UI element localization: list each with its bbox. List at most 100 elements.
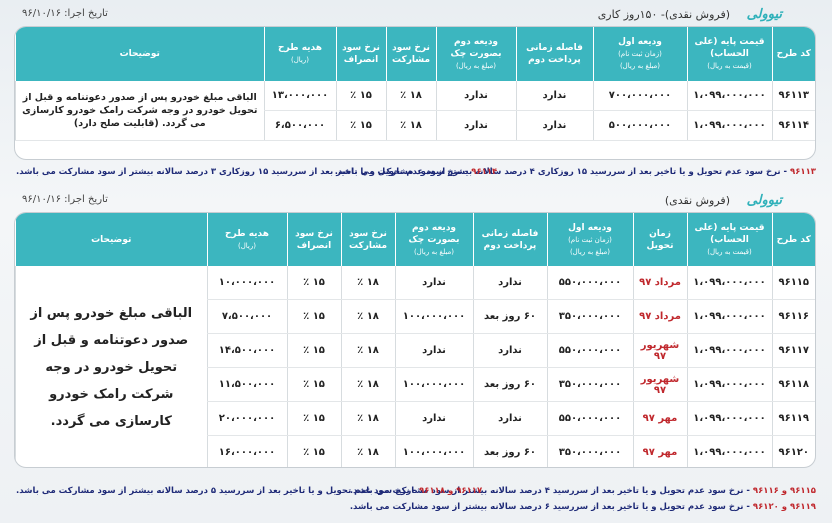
cell-cancellation: ۱۵ ٪ <box>335 81 386 111</box>
cell-participation: ۱۸ ٪ <box>340 266 395 300</box>
cell-base-price: ۱،۰۹۹،۰۰۰،۰۰۰ <box>686 367 772 402</box>
col-code-header: کد طرح <box>771 213 815 266</box>
cell-code: ۹۶۱۱۸ <box>771 367 815 402</box>
cell-second-deposit: ۱۰۰،۰۰۰،۰۰۰ <box>394 367 473 402</box>
cell-delivery: مرداد ۹۷ <box>632 299 687 334</box>
footnote: ۹۶۱۱۳ - نرخ سود عدم تحویل و یا تاخیر بعد… <box>334 167 816 177</box>
table-row: ۹۶۱۱۶ ۱،۰۹۹،۰۰۰،۰۰۰ مرداد ۹۷ ۳۵۰،۰۰۰،۰۰۰… <box>16 299 815 334</box>
cell-participation: ۱۸ ٪ <box>340 435 395 467</box>
execution-date: تاریخ اجرا: ۹۶/۱۰/۱۶ <box>22 8 108 19</box>
cell-code: ۹۶۱۱۹ <box>771 401 815 436</box>
cell-cancellation: ۱۵ ٪ <box>286 435 341 467</box>
cell-interval: ندارد <box>515 81 593 111</box>
cell-participation: ۱۸ ٪ <box>340 367 395 402</box>
col-first-deposit-header: ودیعه اول (زمان ثبت نام) (مبلغ به ریال) <box>592 27 687 81</box>
price-table-panel: کد طرح قیمت پایه (علی الحساب) (قیمت به ری… <box>14 212 816 468</box>
cell-first-deposit: ۳۵۰،۰۰۰،۰۰۰ <box>546 367 633 402</box>
price-table: کد طرح قیمت پایه (علی الحساب) (قیمت به ری… <box>15 213 815 467</box>
cell-description: الباقی مبلغ خودرو پس از صدور دعوتنامه و … <box>15 266 207 467</box>
col-gift-header: هدیه طرح (ریال) <box>263 27 336 81</box>
table-header-row: کد طرح قیمت پایه (علی الحساب) (قیمت به ری… <box>15 27 815 81</box>
cell-code: ۹۶۱۲۰ <box>771 435 815 467</box>
cell-gift: ۱۶،۰۰۰،۰۰۰ <box>206 435 287 467</box>
cell-delivery: شهریور ۹۷ <box>632 367 687 402</box>
price-table: کد طرح قیمت پایه (علی الحساب) (قیمت به ری… <box>15 27 815 141</box>
cell-cancellation: ۱۵ ٪ <box>286 333 341 368</box>
cell-code: ۹۶۱۱۶ <box>771 299 815 334</box>
col-participation-header: نرخ سود مشارکت <box>385 27 436 81</box>
col-base-price-header: قیمت پایه (علی الحساب) (قیمت به ریال) <box>686 213 772 266</box>
table-header-row: کد طرح قیمت پایه (علی الحساب) (قیمت به ری… <box>15 213 815 266</box>
sale-type-label: (فروش نقدی) <box>664 194 730 207</box>
cell-delivery: مهر ۹۷ <box>632 435 687 467</box>
cell-cancellation: ۱۵ ٪ <box>335 110 386 141</box>
section2-header: تیوولی (فروش نقدی) تاریخ اجرا: ۹۶/۱۰/۱۶ <box>14 190 816 212</box>
sale-type-label: (فروش نقدی)- ۱۵۰روز کاری <box>597 8 730 21</box>
col-description-header: توضیحات <box>15 213 207 266</box>
cell-base-price: ۱،۰۹۹،۰۰۰،۰۰۰ <box>686 333 772 368</box>
col-delivery-header: زمان تحویل <box>632 213 687 266</box>
cell-second-deposit: ندارد <box>435 110 516 141</box>
cell-cancellation: ۱۵ ٪ <box>286 401 341 436</box>
cell-interval: ندارد <box>472 401 547 436</box>
cell-base-price: ۱،۰۹۹،۰۰۰،۰۰۰ <box>686 401 772 436</box>
col-description-header: توضیحات <box>15 27 264 81</box>
cell-gift: ۷،۵۰۰،۰۰۰ <box>206 299 287 334</box>
cell-delivery: مهر ۹۷ <box>632 401 687 436</box>
table-row: ۹۶۱۱۵ ۱،۰۹۹،۰۰۰،۰۰۰ مرداد ۹۷ ۵۵۰،۰۰۰،۰۰۰… <box>15 266 815 467</box>
cell-second-deposit: ندارد <box>394 401 473 436</box>
col-second-deposit-header: ودیعه دوم بصورت چک (مبلغ به ریال) <box>435 27 516 81</box>
cell-base-price: ۱،۰۹۹،۰۰۰،۰۰۰ <box>686 110 772 141</box>
cell-second-deposit: ندارد <box>394 333 473 368</box>
section-150-day: تیوولی (فروش نقدی)- ۱۵۰روز کاری تاریخ اج… <box>14 4 816 160</box>
col-interval-header: فاصله زمانی پرداخت دوم <box>515 27 593 81</box>
cell-gift: ۶،۵۰۰،۰۰۰ <box>263 110 336 141</box>
cell-first-deposit: ۵۵۰،۰۰۰،۰۰۰ <box>546 333 633 368</box>
cell-base-price: ۱،۰۹۹،۰۰۰،۰۰۰ <box>686 81 772 111</box>
brand-title: تیوولی <box>746 193 782 208</box>
cell-base-price: ۱،۰۹۹،۰۰۰،۰۰۰ <box>686 435 772 467</box>
section1-header: تیوولی (فروش نقدی)- ۱۵۰روز کاری تاریخ اج… <box>14 4 816 26</box>
footnote: ۹۶۱۱۵ و ۹۶۱۱۶ - نرخ سود عدم تحویل و یا ت… <box>349 486 816 496</box>
execution-date: تاریخ اجرا: ۹۶/۱۰/۱۶ <box>22 194 108 205</box>
table-row: ۹۶۱۱۸ ۱،۰۹۹،۰۰۰،۰۰۰ شهریور ۹۷ ۳۵۰،۰۰۰،۰۰… <box>16 367 815 402</box>
col-gift-header: هدیه طرح (ریال) <box>206 213 287 266</box>
cell-participation: ۱۸ ٪ <box>340 333 395 368</box>
cell-code: ۹۶۱۱۷ <box>771 333 815 368</box>
col-first-deposit-header: ودیعه اول (زمان ثبت نام) (مبلغ به ریال) <box>546 213 633 266</box>
col-second-deposit-header: ودیعه دوم بصورت چک (مبلغ به ریال) <box>394 213 473 266</box>
cell-delivery: مرداد ۹۷ <box>632 266 687 300</box>
brand-title: تیوولی <box>746 7 782 22</box>
cell-participation: ۱۸ ٪ <box>340 401 395 436</box>
cell-participation: ۱۸ ٪ <box>385 81 436 111</box>
cell-gift: ۱۳،۰۰۰،۰۰۰ <box>263 81 336 111</box>
cell-participation: ۱۸ ٪ <box>385 110 436 141</box>
table-row: ۹۶۱۱۹ ۱،۰۹۹،۰۰۰،۰۰۰ مهر ۹۷ ۵۵۰،۰۰۰،۰۰۰ ن… <box>16 401 815 436</box>
cell-cancellation: ۱۵ ٪ <box>286 299 341 334</box>
cell-second-deposit: ۱۰۰،۰۰۰،۰۰۰ <box>394 435 473 467</box>
price-table-panel: کد طرح قیمت پایه (علی الحساب) (قیمت به ری… <box>14 26 816 160</box>
footnote: ۹۶۱۱۹ و ۹۶۱۲۰ - نرخ سود عدم تحویل و یا ت… <box>349 502 816 512</box>
col-interval-header: فاصله زمانی پرداخت دوم <box>472 213 547 266</box>
cell-first-deposit: ۷۰۰،۰۰۰،۰۰۰ <box>592 81 687 111</box>
col-base-price-header: قیمت پایه (علی الحساب) (قیمت به ریال) <box>686 27 772 81</box>
cell-interval: ندارد <box>472 266 547 300</box>
cell-interval: ندارد <box>472 333 547 368</box>
cell-first-deposit: ۳۵۰،۰۰۰،۰۰۰ <box>546 435 633 467</box>
table-row: ۹۶۱۱۷ ۱،۰۹۹،۰۰۰،۰۰۰ شهریور ۹۷ ۵۵۰،۰۰۰،۰۰… <box>16 333 815 368</box>
cell-description: الباقی مبلغ خودرو پس از صدور دعوتنامه و … <box>15 81 264 141</box>
cell-code: ۹۶۱۱۳ <box>771 81 815 111</box>
cell-gift: ۱۱،۵۰۰،۰۰۰ <box>206 367 287 402</box>
cell-first-deposit: ۵۵۰،۰۰۰،۰۰۰ <box>546 401 633 436</box>
cell-base-price: ۱،۰۹۹،۰۰۰،۰۰۰ <box>686 299 772 334</box>
cell-code: ۹۶۱۱۴ <box>771 110 815 141</box>
cell-participation: ۱۸ ٪ <box>340 299 395 334</box>
col-cancellation-header: نرخ سود انصراف <box>335 27 386 81</box>
cell-gift: ۱۰،۰۰۰،۰۰۰ <box>206 266 287 300</box>
cell-cancellation: ۱۵ ٪ <box>286 367 341 402</box>
cell-interval: ۶۰ روز بعد <box>472 299 547 334</box>
col-participation-header: نرخ سود مشارکت <box>340 213 395 266</box>
table-row: ۹۶۱۲۰ ۱،۰۹۹،۰۰۰،۰۰۰ مهر ۹۷ ۳۵۰،۰۰۰،۰۰۰ ۶… <box>16 435 815 467</box>
cell-interval: ندارد <box>515 110 593 141</box>
table-row: ۹۶۱۱۴ ۱،۰۹۹،۰۰۰،۰۰۰ ۵۰۰،۰۰۰،۰۰۰ ندارد ند… <box>16 110 815 141</box>
